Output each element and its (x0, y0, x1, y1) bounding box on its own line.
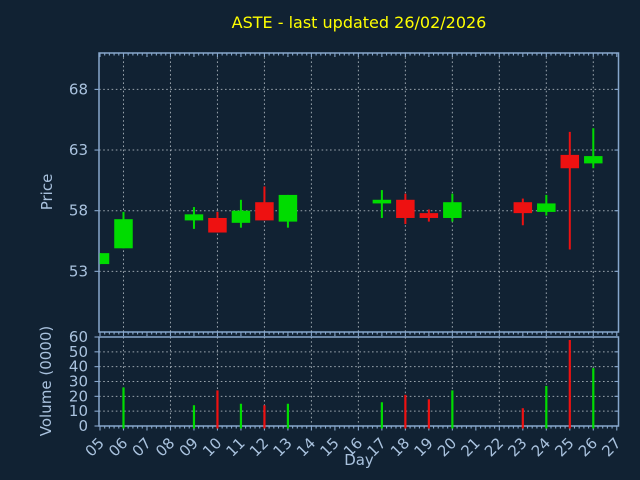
candle-day-26 (584, 128, 603, 169)
x-tick-label: 21 (457, 434, 483, 460)
candle-day-11 (231, 199, 251, 228)
volume-tick-label: 20 (69, 387, 88, 405)
x-tick-label: 23 (504, 434, 530, 460)
x-tick-label: 17 (363, 434, 389, 460)
volume-tick-label: 30 (69, 373, 88, 391)
day-axis-label: Day (344, 451, 374, 469)
x-tick-label: 14 (293, 434, 319, 460)
price-tick-label: 53 (69, 262, 88, 280)
candle-day-19 (419, 209, 439, 222)
x-tick-label: 24 (528, 434, 554, 460)
candle-day-12 (255, 186, 274, 221)
candle-day-13 (278, 194, 298, 228)
x-tick-label: 13 (270, 434, 296, 460)
price-tick-label: 58 (69, 202, 88, 220)
candle-day-17 (372, 190, 392, 218)
price-tick-label: 63 (69, 141, 88, 159)
x-tick-label: 12 (246, 434, 272, 460)
volume-tick-label: 40 (69, 358, 88, 376)
x-tick-label: 06 (105, 434, 131, 460)
volume-tick-label: 10 (69, 402, 88, 420)
price-plot (99, 128, 603, 265)
candle-body (114, 219, 133, 249)
x-tick-label: 27 (598, 434, 624, 460)
candle-body (443, 202, 462, 218)
x-tick-label: 15 (316, 434, 342, 460)
x-tick-label: 26 (575, 434, 601, 460)
candle-day-5 (99, 253, 110, 265)
x-tick-label: 22 (481, 434, 507, 460)
candle-body (396, 199, 415, 218)
volume-tick-label: 50 (69, 343, 88, 361)
x-tick-label: 08 (152, 434, 178, 460)
volume-tick-label: 60 (69, 328, 88, 346)
x-tick-label: 09 (176, 434, 202, 460)
volume-tick-label: 0 (78, 417, 88, 435)
candle-body (584, 156, 603, 164)
candle-body (278, 194, 298, 222)
candle-body (231, 210, 251, 223)
candle-day-9 (184, 207, 204, 229)
x-tick-label: 19 (410, 434, 436, 460)
x-tick-label: 20 (434, 434, 460, 460)
candle-day-23 (513, 198, 533, 226)
candle-day-10 (208, 211, 227, 233)
x-tick-label: 25 (551, 434, 577, 460)
candle-body (99, 253, 110, 265)
candle-body (208, 217, 227, 233)
volume-plot-border (98, 336, 620, 427)
candle-body (255, 202, 274, 221)
candle-body (184, 214, 204, 221)
candle-body (560, 154, 580, 169)
x-tick-label: 05 (82, 434, 108, 460)
x-tick-label: 11 (223, 434, 249, 460)
candle-day-18 (396, 193, 415, 225)
candle-day-24 (537, 194, 556, 216)
chart-title: ASTE - last updated 26/02/2026 (231, 13, 487, 32)
x-tick-label: 18 (387, 434, 413, 460)
price-tick-label: 68 (69, 80, 88, 98)
candle-body (513, 202, 533, 214)
candle-body (372, 199, 392, 204)
price-plot-border (98, 52, 620, 333)
x-tick-label: 07 (129, 434, 155, 460)
x-tick-label: 16 (340, 434, 366, 460)
candle-body (419, 213, 439, 218)
candle-day-6 (114, 211, 133, 249)
x-tick-label: 10 (199, 434, 225, 460)
candle-day-25 (560, 131, 580, 250)
candle-body (537, 203, 556, 212)
candle-day-20 (443, 193, 462, 222)
